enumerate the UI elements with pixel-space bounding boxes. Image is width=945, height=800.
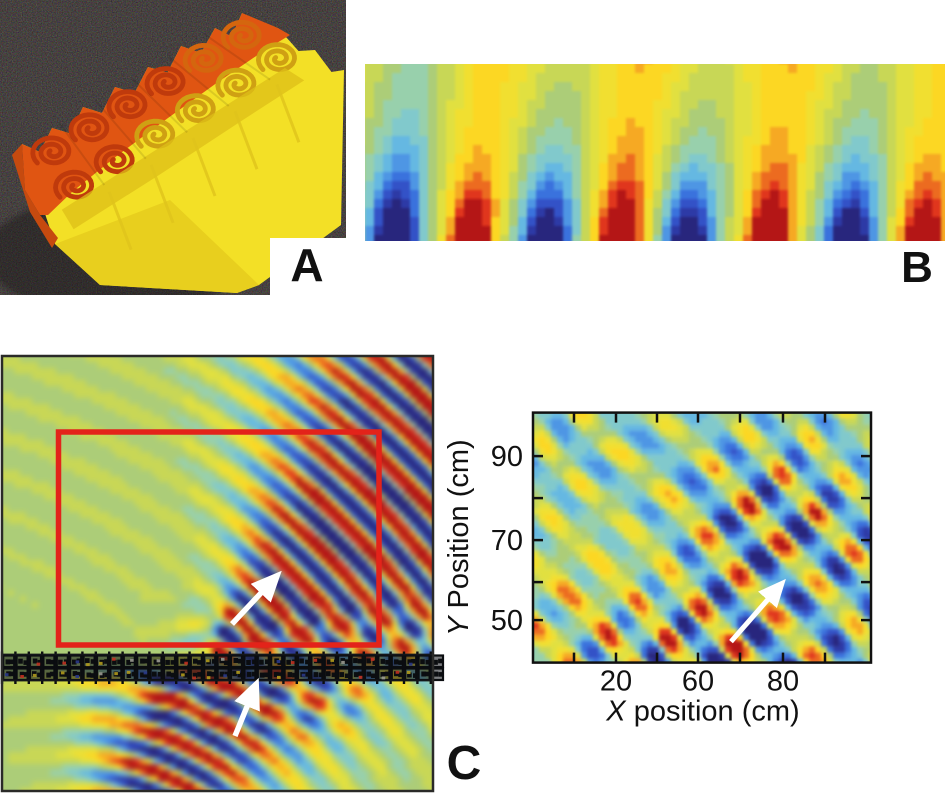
svg-text:B: B	[901, 243, 933, 292]
svg-text:C: C	[447, 737, 482, 790]
svg-text:A: A	[290, 239, 323, 291]
svg-text:80: 80	[767, 666, 799, 698]
svg-text:60: 60	[682, 666, 714, 698]
svg-text:70: 70	[491, 525, 523, 557]
svg-text:X position (cm): X position (cm)	[605, 696, 799, 728]
svg-text:90: 90	[491, 441, 523, 473]
svg-text:50: 50	[491, 605, 523, 637]
svg-text:20: 20	[600, 666, 632, 698]
svg-text:Y Position (cm): Y Position (cm)	[443, 439, 475, 636]
